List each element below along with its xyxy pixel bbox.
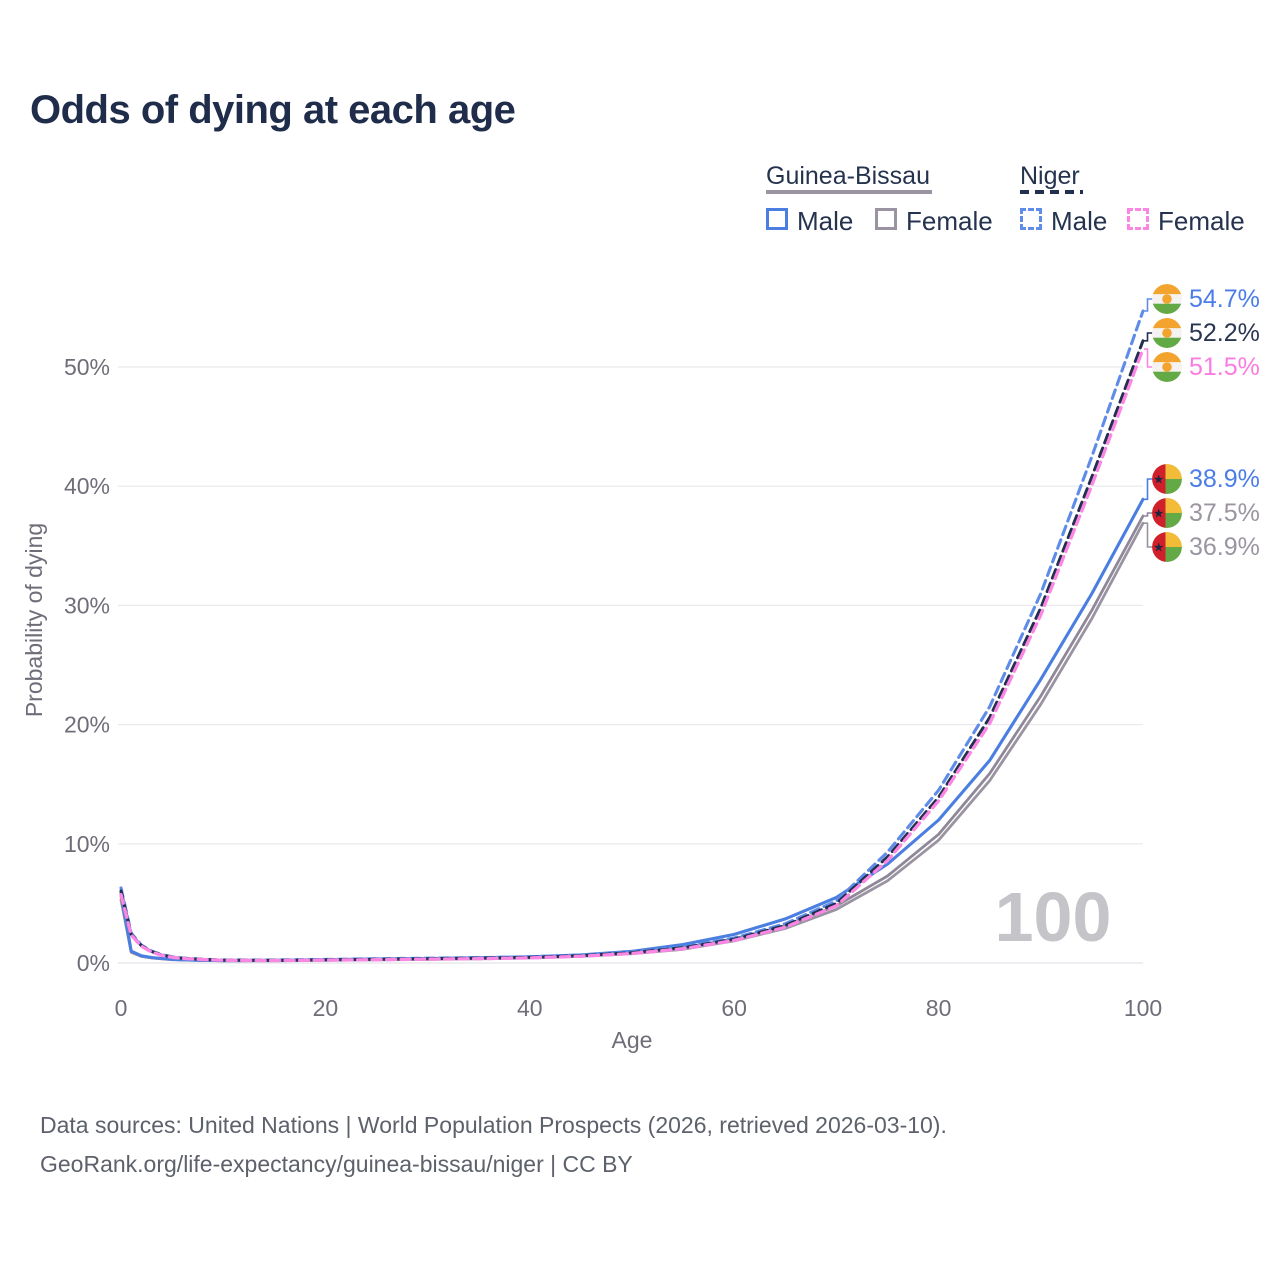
legend-line-sample-niger (1020, 190, 1083, 194)
end-label-niger-male: 54.7% (1152, 282, 1260, 316)
label-connector-niger-both (1144, 332, 1154, 342)
legend-swatch-niger-female[interactable] (1127, 208, 1149, 230)
legend-swatch-niger-male[interactable] (1020, 208, 1042, 230)
niger-flag-icon (1152, 318, 1182, 348)
label-connector-gb-female (1144, 522, 1154, 548)
legend-label-niger-male[interactable]: Male (1051, 206, 1108, 236)
end-label-value: 54.7% (1189, 284, 1260, 313)
series-line-gb-male[interactable] (119, 497, 1145, 963)
y-tick-label: 0% (77, 950, 110, 976)
niger-flag-icon (1152, 284, 1182, 314)
series-line-niger-male[interactable] (119, 309, 1145, 962)
end-label-value: 52.2% (1189, 318, 1260, 347)
legend-group-guinea-bissau[interactable]: Guinea-Bissau (766, 162, 930, 190)
y-tick-label: 50% (64, 354, 110, 380)
legend: Guinea-Bissau Niger Male Female Male Fem… (0, 0, 1280, 250)
guinea-bissau-flag-icon: ★ (1152, 532, 1182, 562)
x-tick-label: 0 (115, 995, 128, 1021)
label-connector-gb-male (1144, 478, 1154, 501)
legend-label-niger-female[interactable]: Female (1158, 206, 1245, 236)
footer: Data sources: United Nations | World Pop… (40, 1106, 947, 1184)
end-label-value: 38.9% (1189, 464, 1260, 493)
end-label-gb-female: ★ 36.9% (1152, 530, 1260, 564)
guinea-bissau-flag-icon: ★ (1152, 498, 1182, 528)
footer-attribution: GeoRank.org/life-expectancy/guinea-bissa… (40, 1151, 633, 1177)
end-label-gb-both: ★ 37.5% (1152, 496, 1260, 530)
end-label-gb-male: ★ 38.9% (1152, 462, 1260, 496)
x-tick-label: 60 (721, 995, 747, 1021)
legend-label-gb-male[interactable]: Male (797, 206, 854, 236)
x-tick-label: 20 (313, 995, 339, 1021)
end-label-niger-female: 51.5% (1152, 350, 1260, 384)
y-tick-label: 20% (64, 712, 110, 738)
label-connector-niger-male (1144, 298, 1154, 312)
legend-label-gb-female[interactable]: Female (906, 206, 993, 236)
svg-text:★: ★ (1153, 540, 1164, 555)
niger-flag-icon (1152, 352, 1182, 382)
guinea-bissau-flag-icon: ★ (1152, 464, 1182, 494)
end-label-value: 37.5% (1189, 498, 1260, 527)
y-tick-label: 40% (64, 473, 110, 499)
legend-group-niger[interactable]: Niger (1020, 162, 1080, 190)
svg-text:★: ★ (1153, 472, 1164, 487)
y-tick-label: 10% (64, 831, 110, 857)
end-label-value: 51.5% (1189, 352, 1260, 381)
page-title: Odds of dying at each age (30, 88, 516, 132)
svg-text:★: ★ (1153, 506, 1164, 521)
x-axis-title: Age (612, 1027, 653, 1053)
series-line-gb-both[interactable] (119, 514, 1145, 963)
label-connector-niger-female (1144, 348, 1154, 368)
series-line-gb-female[interactable] (119, 521, 1145, 963)
label-connector-gb-both (1144, 512, 1154, 517)
y-axis-title: Probability of dying (21, 523, 47, 717)
legend-swatch-gb-female[interactable] (875, 208, 897, 230)
y-tick-label: 30% (64, 592, 110, 618)
end-label-value: 36.9% (1189, 532, 1260, 561)
x-tick-label: 100 (1124, 995, 1162, 1021)
footer-sources: Data sources: United Nations | World Pop… (40, 1112, 947, 1138)
legend-line-sample-guinea-bissau (766, 190, 932, 194)
end-label-niger-both: 52.2% (1152, 316, 1260, 350)
age-watermark: 100 (995, 878, 1112, 956)
series-line-niger-both[interactable] (119, 339, 1145, 962)
series-line-niger-female[interactable] (119, 347, 1145, 963)
x-tick-label: 80 (926, 995, 952, 1021)
legend-swatch-gb-male[interactable] (766, 208, 788, 230)
x-tick-label: 40 (517, 995, 543, 1021)
